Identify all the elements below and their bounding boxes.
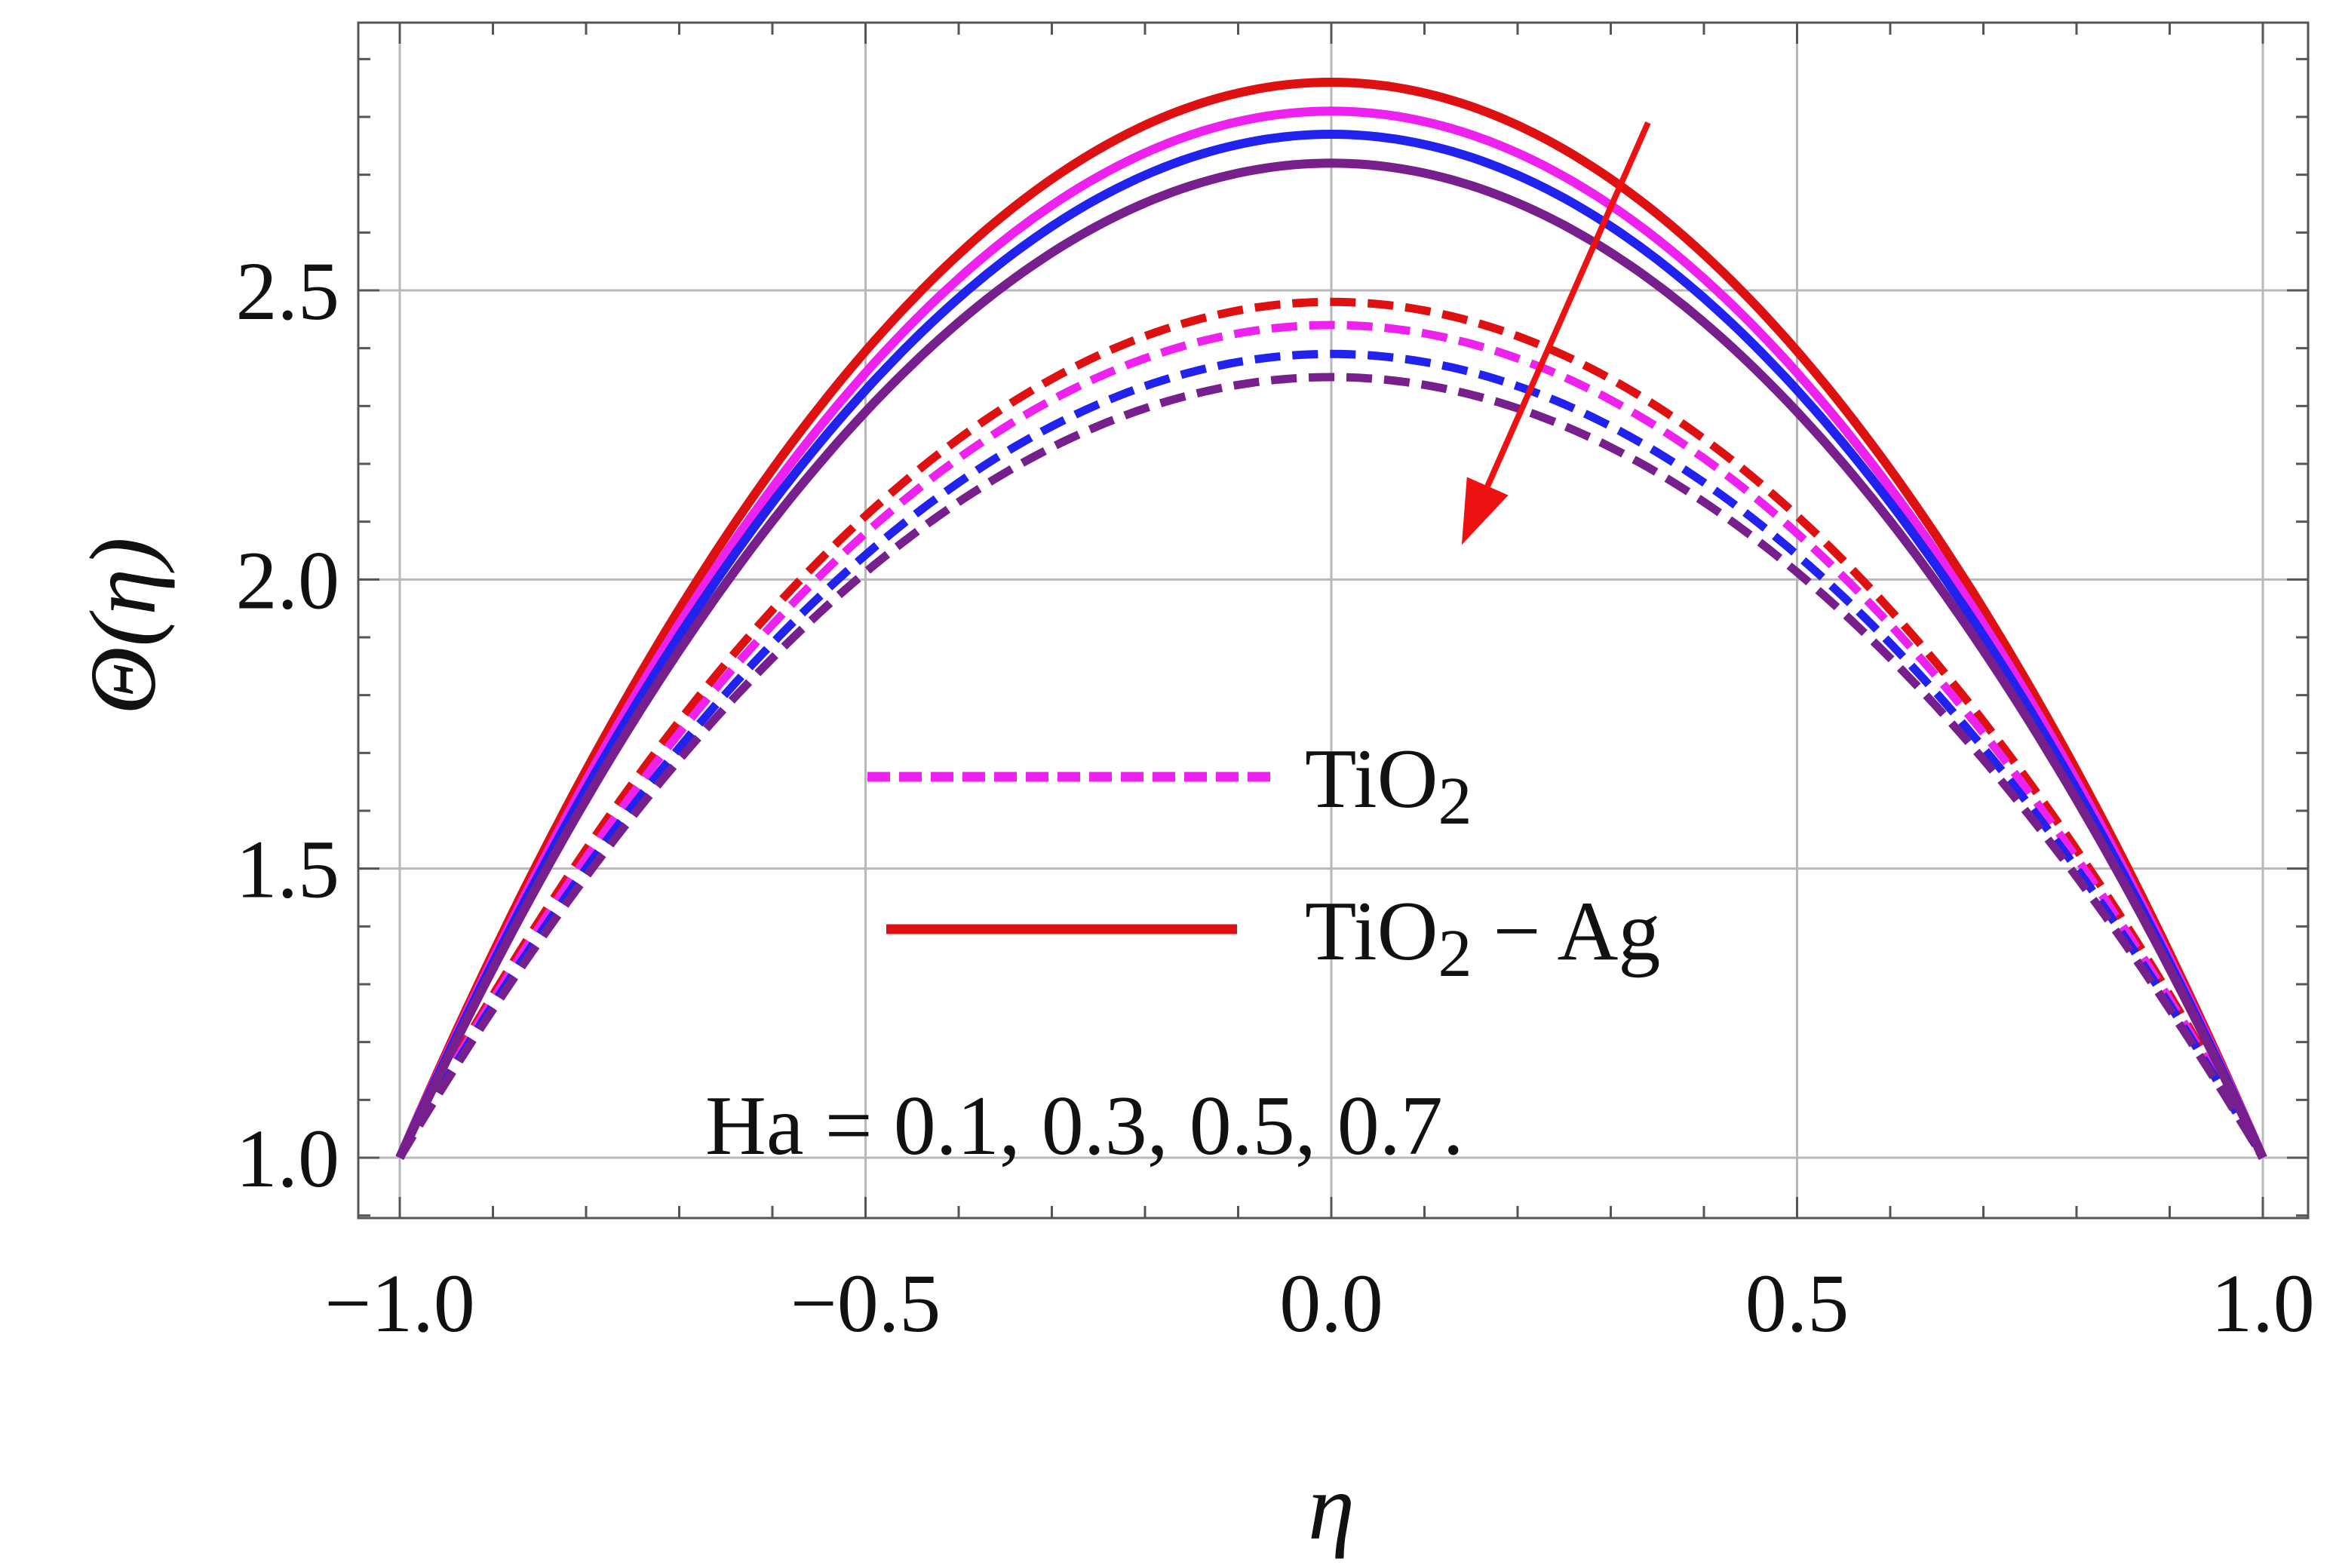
legend-label: TiO2 [1305, 732, 1472, 839]
series-line [396, 349, 2267, 1160]
minor-ticks [358, 23, 2308, 1218]
trend-arrow-shaft [1484, 121, 1651, 488]
series-line [395, 158, 2267, 1160]
series-layer [395, 77, 2267, 1160]
series-line [396, 373, 2267, 1160]
trend-arrow [1461, 121, 1651, 545]
x-tick-label: 1.0 [2211, 1257, 2315, 1349]
series-line [396, 321, 2267, 1160]
series-line [396, 297, 2267, 1160]
x-tick-label: −0.5 [790, 1257, 941, 1349]
ha-annotation: Ha = 0.1, 0.3, 0.5, 0.7. [705, 1079, 1464, 1173]
y-axis-title: Θ(η) [72, 537, 176, 715]
tick-labels: −1.0 −0.5 0.0 0.5 1.0 1.0 1.5 2.0 2.5 [236, 245, 2315, 1349]
grid-lines [358, 23, 2308, 1218]
y-tick-label: 1.0 [236, 1112, 340, 1204]
trend-arrow-head [1461, 477, 1509, 545]
legend-label: TiO2 − Ag [1305, 885, 1660, 991]
plot-frame [357, 21, 2310, 1220]
x-axis-title: η [1308, 1456, 1355, 1560]
series-line [395, 106, 2267, 1160]
y-tick-label: 2.0 [236, 534, 340, 626]
x-tick-label: 0.5 [1745, 1257, 1849, 1349]
y-tick-label: 1.5 [236, 824, 340, 916]
x-tick-label: −1.0 [324, 1257, 475, 1349]
y-tick-label: 2.5 [236, 245, 340, 337]
legend: TiO2 TiO2 − Ag [867, 732, 1660, 991]
series-line [395, 129, 2267, 1160]
series-line [395, 77, 2267, 1160]
x-tick-label: 0.0 [1279, 1257, 1383, 1349]
